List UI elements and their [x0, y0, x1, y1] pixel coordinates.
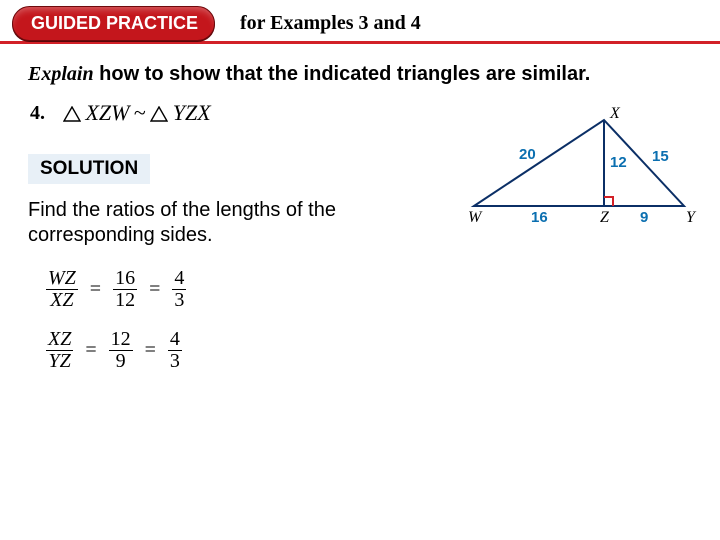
ratio-row-2: XZ YZ = 12 9 = 4 3 [46, 329, 692, 372]
svg-text:20: 20 [519, 146, 536, 163]
fraction: 4 3 [168, 329, 182, 372]
numerator: XZ [46, 329, 73, 351]
header-bar: GUIDED PRACTICE for Examples 3 and 4 [0, 0, 720, 44]
triangle-2-name: YZX [173, 100, 211, 125]
numerator: 4 [172, 268, 186, 290]
fraction: XZ YZ [46, 329, 73, 372]
prompt-rest: how to show that the indicated triangles… [94, 63, 591, 85]
numerator: 12 [109, 329, 133, 351]
tilde-symbol: ~ [134, 100, 146, 125]
guided-practice-badge: GUIDED PRACTICE [12, 6, 215, 41]
denominator: 3 [172, 290, 186, 311]
content-area: Explain how to show that the indicated t… [0, 44, 720, 372]
svg-text:16: 16 [531, 209, 548, 226]
prompt-text: Explain how to show that the indicated t… [28, 62, 692, 86]
numerator: WZ [46, 268, 78, 290]
svg-text:Z: Z [600, 209, 610, 226]
svg-text:X: X [609, 106, 621, 122]
equals-sign: = [143, 339, 158, 362]
prompt-lead: Explain [28, 63, 94, 85]
triangle-icon [63, 106, 81, 122]
svg-text:12: 12 [610, 154, 627, 171]
fraction: 12 9 [109, 329, 133, 372]
denominator: YZ [47, 351, 73, 372]
equals-sign: = [83, 339, 98, 362]
svg-text:9: 9 [640, 209, 648, 226]
similarity-expression: XZW ~ YZX [63, 100, 211, 126]
header-subtitle: for Examples 3 and 4 [240, 12, 421, 35]
denominator: 9 [114, 351, 128, 372]
denominator: 3 [168, 351, 182, 372]
badge-wrap: GUIDED PRACTICE [12, 6, 215, 41]
triangle-1-name: XZW [85, 100, 129, 125]
triangle-diagram: W X Y Z 20 12 15 16 9 [464, 106, 698, 226]
fraction: 16 12 [113, 268, 137, 311]
denominator: 12 [113, 290, 137, 311]
svg-text:15: 15 [652, 148, 669, 165]
equals-sign: = [88, 278, 103, 301]
equals-sign: = [147, 278, 162, 301]
fraction: WZ XZ [46, 268, 78, 311]
svg-text:Y: Y [686, 209, 697, 226]
denominator: XZ [48, 290, 75, 311]
svg-text:W: W [468, 209, 483, 226]
triangle-icon [150, 106, 168, 122]
ratio-row-1: WZ XZ = 16 12 = 4 3 [46, 268, 692, 311]
solution-body: Find the ratios of the lengths of the co… [28, 198, 448, 248]
fraction: 4 3 [172, 268, 186, 311]
numerator: 16 [113, 268, 137, 290]
question-number: 4. [30, 102, 45, 125]
solution-label: SOLUTION [28, 154, 150, 184]
numerator: 4 [168, 329, 182, 351]
